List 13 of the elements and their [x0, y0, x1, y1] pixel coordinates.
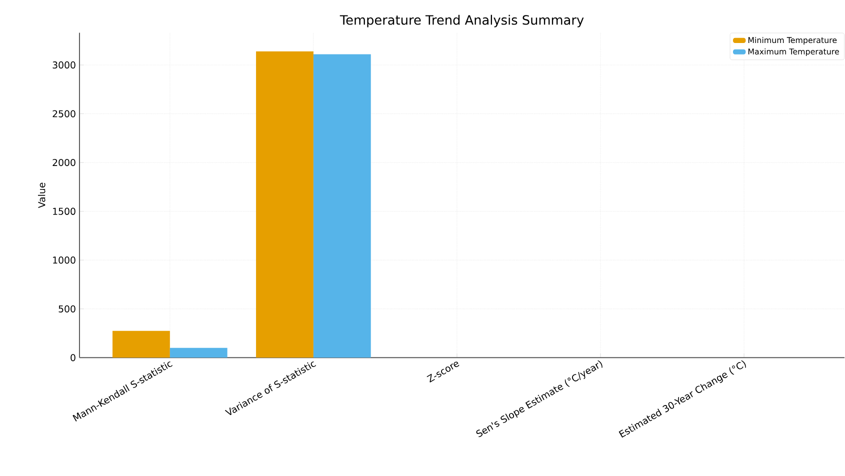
- y-tick-label: 1500: [53, 208, 76, 215]
- y-tick-label: 0: [70, 354, 76, 362]
- y-tick-label: 1000: [53, 256, 76, 264]
- chart-title: Temperature Trend Analysis Summary: [340, 14, 584, 28]
- y-tick-label: 500: [58, 305, 76, 312]
- y-tick-label: 2000: [52, 159, 76, 166]
- bar: [313, 54, 371, 358]
- y-tick-label: 3000: [52, 61, 76, 69]
- bar: [170, 348, 228, 358]
- y-axis-title: Value: [38, 182, 46, 208]
- bar: [256, 51, 314, 358]
- bar: [112, 330, 170, 358]
- y-tick-label: 2500: [52, 110, 76, 118]
